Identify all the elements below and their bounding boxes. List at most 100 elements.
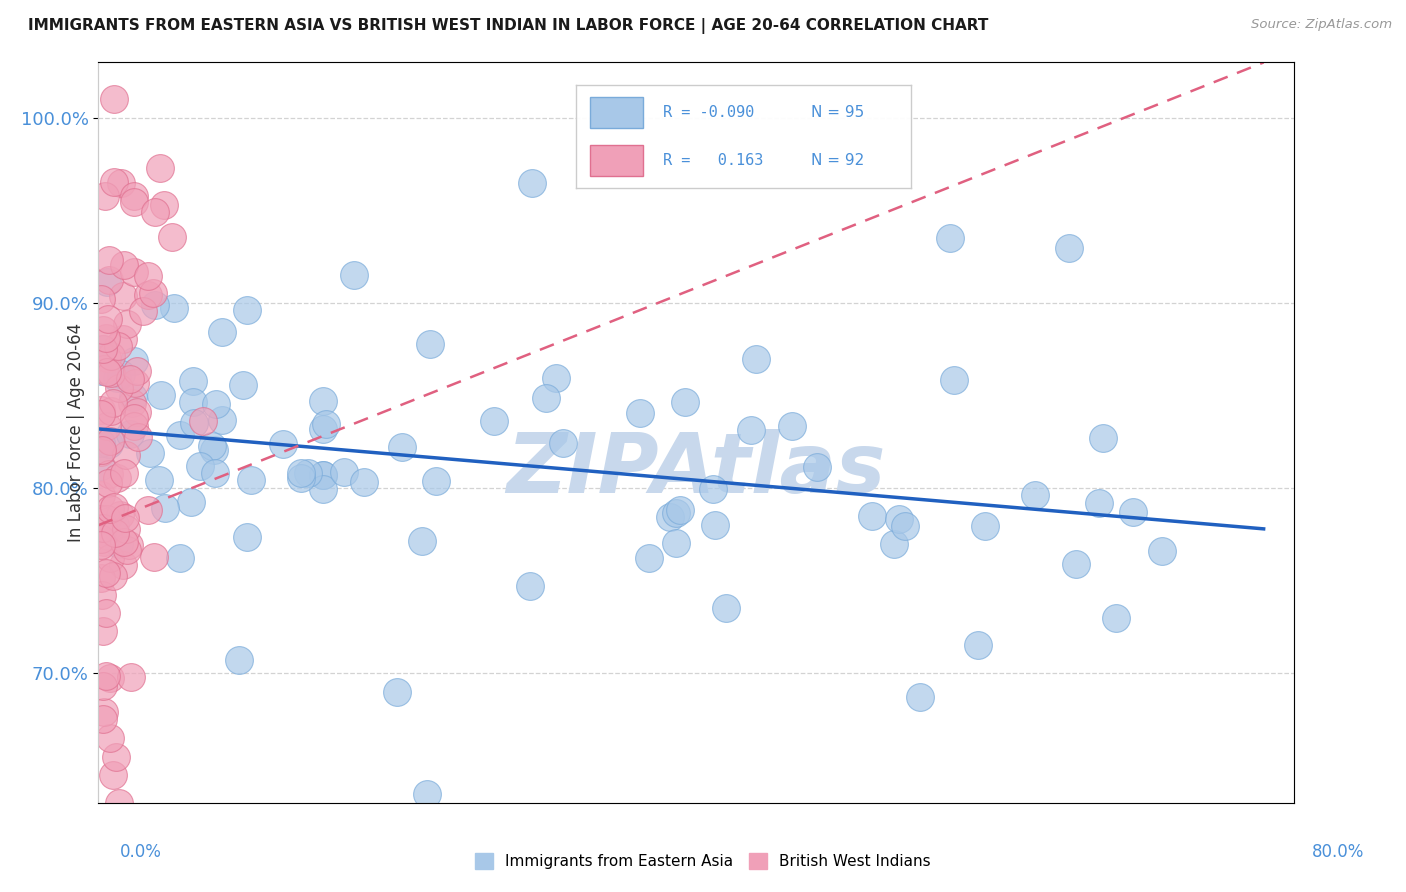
Point bbox=[91, 342, 114, 356]
Point bbox=[91, 342, 114, 356]
Point bbox=[115, 317, 138, 331]
Point bbox=[110, 176, 132, 190]
Point bbox=[183, 395, 205, 409]
Point bbox=[90, 445, 112, 459]
Point bbox=[103, 175, 125, 189]
Point bbox=[211, 326, 233, 340]
Point bbox=[668, 503, 690, 517]
Text: ZIPAtlas: ZIPAtlas bbox=[506, 429, 886, 510]
Point bbox=[142, 286, 165, 301]
Point bbox=[100, 404, 122, 418]
Point bbox=[143, 298, 166, 312]
Point bbox=[118, 538, 141, 552]
Point bbox=[162, 301, 184, 315]
Point bbox=[204, 397, 226, 411]
Point bbox=[98, 731, 122, 745]
Point bbox=[1087, 496, 1109, 510]
Point bbox=[90, 364, 112, 378]
Point bbox=[105, 749, 128, 764]
Point bbox=[132, 304, 155, 318]
Point bbox=[105, 471, 128, 485]
Point bbox=[894, 519, 917, 533]
Point bbox=[148, 473, 170, 487]
Point bbox=[149, 161, 172, 175]
Point bbox=[416, 787, 439, 801]
Point bbox=[121, 390, 143, 404]
Point bbox=[94, 188, 117, 202]
Point bbox=[740, 423, 762, 437]
Text: 0.0%: 0.0% bbox=[120, 843, 162, 861]
Point bbox=[183, 416, 205, 430]
Point bbox=[121, 396, 143, 410]
Point bbox=[114, 511, 136, 525]
Point bbox=[96, 669, 118, 683]
Point bbox=[112, 332, 135, 346]
Text: Source: ZipAtlas.com: Source: ZipAtlas.com bbox=[1251, 18, 1392, 31]
Point bbox=[519, 579, 541, 593]
Point bbox=[91, 521, 114, 535]
Point bbox=[139, 445, 162, 459]
Point bbox=[191, 414, 214, 428]
Point bbox=[98, 434, 121, 448]
Point bbox=[169, 427, 191, 442]
Point bbox=[806, 459, 828, 474]
Point bbox=[311, 482, 333, 496]
Point bbox=[90, 511, 112, 525]
Point bbox=[103, 500, 125, 514]
Point bbox=[110, 508, 132, 523]
Point bbox=[122, 189, 145, 203]
Point bbox=[236, 303, 259, 318]
Point bbox=[90, 442, 112, 457]
Point bbox=[108, 536, 131, 550]
Point bbox=[100, 551, 122, 566]
Point bbox=[201, 439, 224, 453]
Point bbox=[271, 436, 294, 450]
Point bbox=[637, 551, 659, 566]
Point bbox=[353, 475, 375, 489]
Point bbox=[97, 437, 120, 451]
Point bbox=[290, 471, 312, 485]
Point bbox=[665, 536, 688, 550]
Point bbox=[112, 535, 135, 549]
Point bbox=[111, 558, 134, 572]
Point bbox=[311, 393, 333, 408]
Point bbox=[108, 796, 131, 810]
Point bbox=[100, 349, 122, 363]
Point bbox=[702, 483, 724, 497]
Point bbox=[240, 473, 263, 487]
Point bbox=[125, 405, 148, 419]
Point bbox=[297, 466, 319, 480]
Point bbox=[90, 292, 112, 306]
Point bbox=[103, 768, 125, 782]
Point bbox=[114, 522, 136, 536]
Point bbox=[120, 669, 142, 683]
Point bbox=[118, 372, 141, 386]
Point bbox=[332, 465, 354, 479]
Point bbox=[90, 538, 112, 552]
Point bbox=[673, 395, 696, 409]
Text: IMMIGRANTS FROM EASTERN ASIA VS BRITISH WEST INDIAN IN LABOR FORCE | AGE 20-64 C: IMMIGRANTS FROM EASTERN ASIA VS BRITISH … bbox=[28, 18, 988, 34]
Point bbox=[94, 331, 117, 345]
Point bbox=[546, 371, 568, 385]
Point bbox=[520, 176, 543, 190]
Point bbox=[122, 354, 145, 368]
Point bbox=[90, 488, 112, 502]
Point bbox=[160, 229, 183, 244]
Point bbox=[659, 509, 682, 524]
Point bbox=[103, 92, 125, 106]
Point bbox=[419, 336, 441, 351]
Point bbox=[343, 268, 366, 283]
Point bbox=[1122, 505, 1144, 519]
Point bbox=[311, 467, 333, 482]
Point bbox=[228, 653, 250, 667]
Point bbox=[385, 685, 409, 699]
Point bbox=[188, 459, 211, 474]
Point bbox=[311, 422, 333, 436]
Point bbox=[108, 381, 131, 395]
Point bbox=[104, 526, 127, 541]
Point bbox=[93, 362, 115, 376]
Point bbox=[90, 571, 112, 585]
Point bbox=[96, 351, 118, 366]
Point bbox=[138, 503, 160, 517]
Point bbox=[551, 436, 574, 450]
